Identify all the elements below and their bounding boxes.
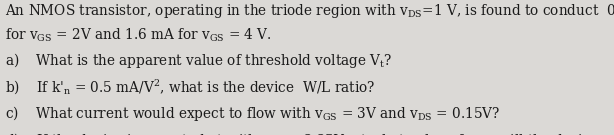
Text: An NMOS transistor, operating in the triode region with v$_{\mathrm{DS}}$=1 V, i: An NMOS transistor, operating in the tri…	[5, 2, 614, 135]
